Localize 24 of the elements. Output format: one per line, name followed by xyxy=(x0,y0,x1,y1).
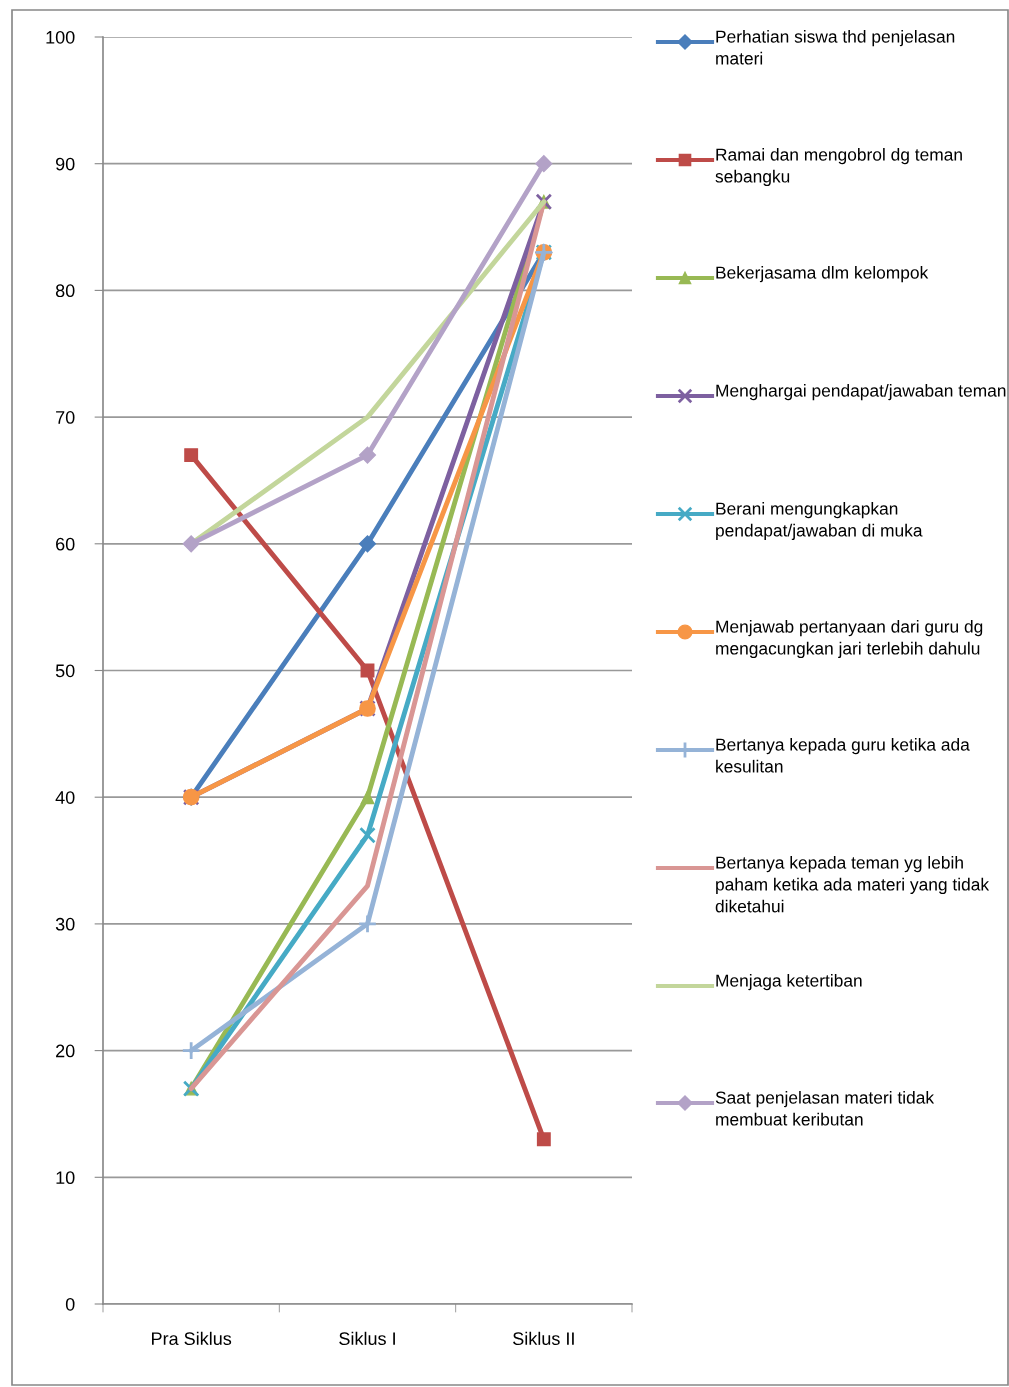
x-tick-label: Pra Siklus xyxy=(152,1331,232,1346)
y-tick-label: 10 xyxy=(56,1171,75,1185)
y-tick-label: 70 xyxy=(56,411,75,424)
legend-label: Bertanya kepada guru ketika ada kesulitan xyxy=(716,738,970,773)
legend-label: Berani mengungkapkan pendapat/jawaban di muka xyxy=(716,502,923,541)
legend-label: Perhatian siswa thd penjelasan materi xyxy=(716,30,955,65)
legend-label: Bertanya kepada teman yg lebih paham ketika ada materi yang tidak diketahui xyxy=(715,856,990,913)
x-tick-label: Siklus I xyxy=(339,1331,395,1346)
legend-label: Saat penjelasan materi tidak membuat keributan xyxy=(715,1091,935,1126)
y-tick-label: 0 xyxy=(65,1297,75,1311)
legend-label: Menjaga ketertiban xyxy=(716,974,862,991)
y-tick-label: 80 xyxy=(55,284,75,298)
y-tick-label: 20 xyxy=(56,1044,75,1058)
legend-label: Ramai dan mengobrol dg teman sebangku xyxy=(715,148,962,187)
legend-label: Menghargai pendapat/jawaban teman xyxy=(716,384,1006,401)
y-tick-label: 50 xyxy=(55,664,75,678)
x-tick-label: Siklus II xyxy=(513,1331,574,1346)
legend-label: Bekerjasama dlm kelompok xyxy=(716,266,929,283)
y-tick-label: 60 xyxy=(56,537,75,551)
y-tick-label: 90 xyxy=(55,157,75,171)
y-tick-label: 30 xyxy=(55,917,75,931)
legend-label: Menjawab pertanyaan dari guru dg mengacungkan jari terlebih dahulu xyxy=(716,620,983,659)
y-tick-label: 100 xyxy=(46,30,75,44)
y-tick-label: 40 xyxy=(55,791,75,804)
